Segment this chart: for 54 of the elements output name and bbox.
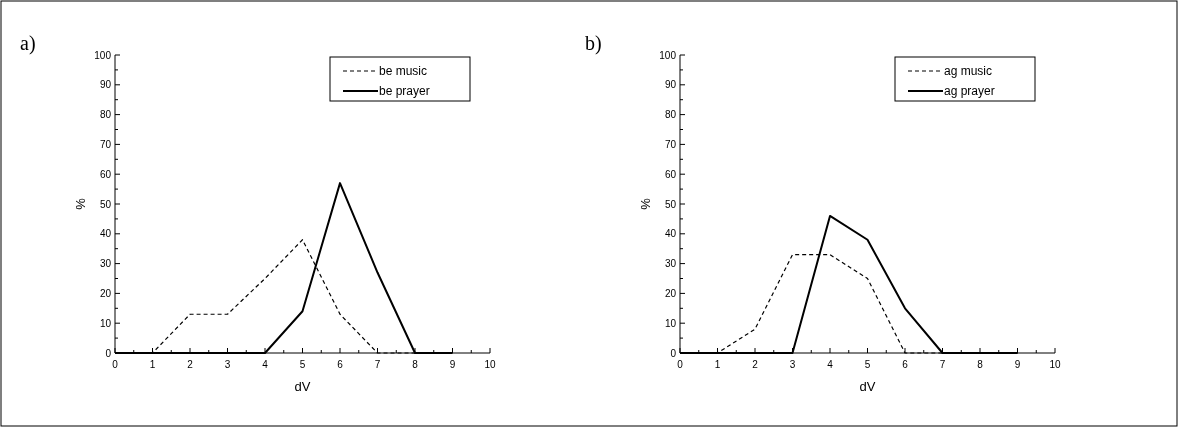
y-tick-label: 70 — [664, 138, 677, 150]
y-tick-label: 40 — [99, 228, 112, 240]
chart-title: b) — [585, 32, 602, 55]
x-tick-label: 5 — [864, 359, 871, 370]
y-tick-label: 50 — [99, 198, 112, 210]
legend-label: ag music — [944, 64, 993, 78]
y-tick-label: 80 — [99, 109, 112, 121]
x-tick-label: 3 — [224, 359, 231, 370]
x-tick-label: 8 — [977, 359, 984, 370]
y-tick-label: 80 — [664, 109, 677, 121]
x-tick-label: 6 — [902, 359, 909, 370]
y-tick-label: 60 — [99, 168, 112, 180]
y-tick-label: 100 — [659, 49, 677, 61]
x-tick-label: 2 — [752, 359, 759, 370]
legend-label: be prayer — [379, 84, 430, 98]
x-tick-label: 0 — [112, 359, 119, 370]
x-tick-label: 4 — [262, 359, 269, 370]
y-tick-label: 20 — [99, 287, 112, 299]
legend-label: ag prayer — [944, 84, 995, 98]
x-tick-label: 2 — [187, 359, 194, 370]
x-tick-label: 1 — [714, 359, 721, 370]
y-tick-label: 10 — [664, 317, 677, 329]
x-tick-label: 7 — [939, 359, 946, 370]
y-tick-label: 100 — [94, 49, 112, 61]
x-tick-label: 7 — [374, 359, 381, 370]
legend-label: be music — [379, 64, 428, 78]
y-tick-label: 40 — [664, 228, 677, 240]
x-tick-label: 8 — [412, 359, 419, 370]
x-tick-label: 9 — [449, 359, 456, 370]
y-tick-label: 30 — [664, 258, 677, 270]
y-tick-label: 0 — [670, 347, 677, 359]
chart-title: a) — [20, 32, 36, 55]
x-axis-title: dV — [294, 379, 311, 394]
x-tick-label: 1 — [149, 359, 156, 370]
y-tick-label: 90 — [664, 79, 677, 91]
y-tick-label: 60 — [664, 168, 677, 180]
x-axis-title: dV — [859, 379, 876, 394]
x-tick-label: 9 — [1014, 359, 1021, 370]
x-tick-label: 6 — [337, 359, 344, 370]
y-tick-label: 50 — [664, 198, 677, 210]
y-tick-label: 10 — [99, 317, 112, 329]
x-tick-label: 5 — [299, 359, 306, 370]
y-tick-label: 20 — [664, 287, 677, 299]
y-tick-label: 90 — [99, 79, 112, 91]
x-tick-label: 10 — [484, 359, 496, 370]
y-axis-title: % — [638, 197, 653, 210]
x-tick-label: 0 — [677, 359, 684, 370]
y-tick-label: 0 — [105, 347, 112, 359]
x-tick-label: 3 — [789, 359, 796, 370]
y-tick-label: 30 — [99, 258, 112, 270]
x-tick-label: 4 — [827, 359, 834, 370]
y-axis-title: % — [73, 197, 88, 210]
y-tick-label: 70 — [99, 138, 112, 150]
x-tick-label: 10 — [1049, 359, 1061, 370]
